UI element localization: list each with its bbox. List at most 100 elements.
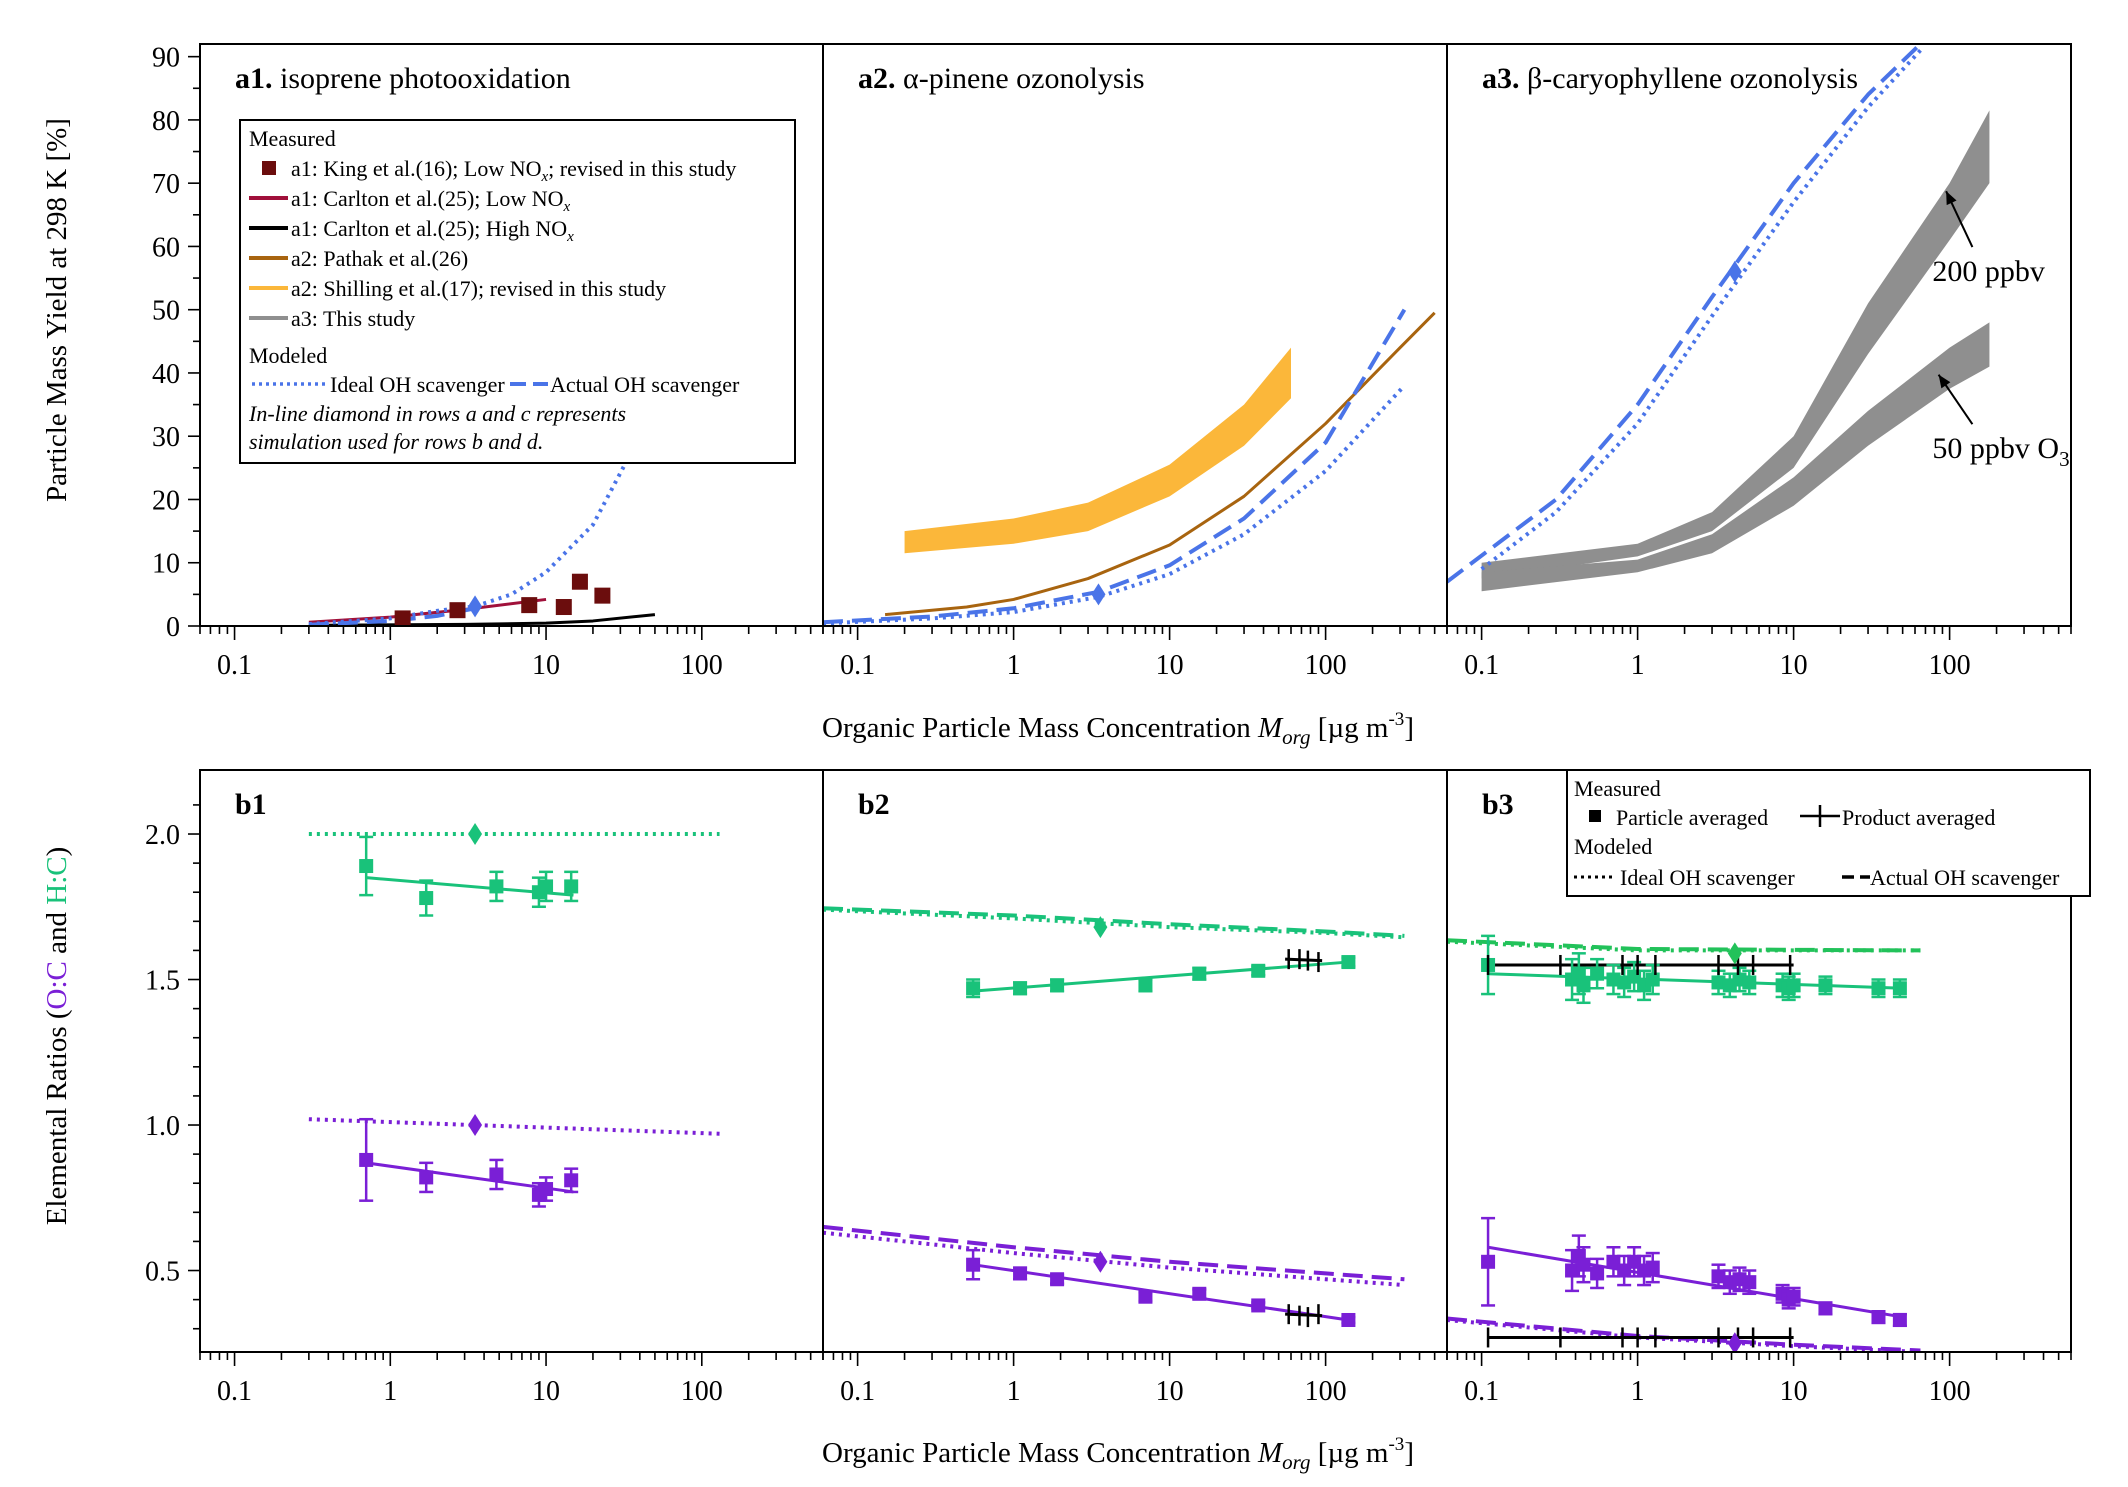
b3-error-point bbox=[1606, 963, 1621, 996]
a3-panel-title-bold: a3. bbox=[1482, 62, 1520, 95]
b3-x-tick-label: 10 bbox=[1780, 1376, 1808, 1407]
top-x-axis-label: Organic Particle Mass Concentration Morg… bbox=[822, 709, 1414, 749]
b3-x-ticks bbox=[1446, 1352, 2072, 1366]
b2-error-point bbox=[1138, 978, 1153, 993]
legend-a1-entry: a2: Shilling et al.(17); revised in this… bbox=[249, 276, 666, 301]
b3-series-line-4 bbox=[1488, 972, 1903, 990]
a1-panel-title: a1. isoprene photooxidation bbox=[235, 62, 571, 95]
a1-point bbox=[449, 602, 466, 619]
legend-a1-entry: a1: Carlton et al.(25); High NOx bbox=[249, 216, 574, 245]
b2-error-point bbox=[1013, 1266, 1028, 1281]
a1-diamond bbox=[468, 595, 483, 618]
a2-x-tick-label: 100 bbox=[1305, 650, 1347, 681]
bottom-y-axis-label: Elemental Ratios (O:C and H:C) bbox=[41, 847, 73, 1226]
b3-series-line-5 bbox=[1487, 1245, 1903, 1319]
legend-b3-frame bbox=[1566, 769, 2091, 897]
a1-x-tick-label: 1 bbox=[383, 650, 397, 681]
b2-error-point bbox=[1341, 1312, 1356, 1327]
a1-point bbox=[555, 599, 572, 616]
a3-x-tick-label: 10 bbox=[1780, 650, 1808, 681]
x-label-part: Organic Particle Mass Concentration bbox=[822, 712, 1258, 744]
a3-x-tick-label: 1 bbox=[1631, 650, 1645, 681]
b3-error-point bbox=[1818, 975, 1833, 996]
legend-a1-entry: a3: This study bbox=[249, 306, 415, 331]
legend-a1-entry-label: a2: Shilling et al.(17); revised in this… bbox=[291, 276, 666, 301]
x-label-part: Organic Particle Mass Concentration bbox=[822, 1437, 1258, 1469]
b1-error-point bbox=[419, 879, 434, 917]
a3-x-ticks bbox=[1446, 626, 2072, 640]
panel-a3: 0.1 1 10 100 a3. β-caryophyllene ozonolysis 2… bbox=[1446, 43, 2072, 681]
x-label-m: M bbox=[1257, 1437, 1284, 1469]
b2-error-point bbox=[1050, 1272, 1065, 1287]
b3-error-point bbox=[1606, 1245, 1621, 1278]
legend-a1-actual-label: Actual OH scavenger bbox=[550, 372, 740, 397]
a2-series-line-1 bbox=[823, 384, 1406, 626]
b2-panel-title: b2 bbox=[858, 788, 890, 821]
legend-b3-modeled-header: Modeled bbox=[1574, 834, 1652, 859]
bottom-y-label-oc: O:C bbox=[41, 961, 73, 1009]
a3-x-tick-label: 0.1 bbox=[1464, 650, 1499, 681]
x-label-sup: -3 bbox=[1388, 709, 1404, 730]
b3-error-point bbox=[1742, 1269, 1757, 1296]
legend-a1-entry-label: a1: King et al.(16); Low NOx; revised in… bbox=[291, 156, 736, 185]
legend-a1-note-line: simulation used for rows b and d. bbox=[249, 429, 543, 454]
legend-b3-product-label: Product averaged bbox=[1842, 805, 1995, 830]
a1-y-tick-label: 0 bbox=[166, 612, 180, 643]
legend-a1-entry: a2: Pathak et al.(26) bbox=[249, 246, 468, 271]
b1-diamond bbox=[468, 1114, 483, 1137]
a3-x-tick-label: 100 bbox=[1929, 650, 1971, 681]
legend-a1-ideal-label: Ideal OH scavenger bbox=[330, 372, 505, 397]
b2-series-line-7 bbox=[1285, 1312, 1323, 1318]
legend-a1-entry-label: a3: This study bbox=[291, 306, 415, 331]
x-label-part: [µg m bbox=[1311, 712, 1389, 744]
legend-a1: Measured a1: King et al.(16); Low NOx; r… bbox=[239, 119, 796, 464]
b3-error-point bbox=[1742, 969, 1757, 996]
bottom-x-axis-label: Organic Particle Mass Concentration Morg… bbox=[822, 1434, 1414, 1474]
b2-panel-title-bold: b2 bbox=[858, 788, 890, 821]
a1-y-tick-label: 20 bbox=[152, 485, 180, 516]
a1-point bbox=[394, 610, 411, 626]
b2-series-line-1 bbox=[823, 906, 1405, 938]
b2-error-point bbox=[1251, 1298, 1266, 1313]
bottom-y-label-part: Elemental Ratios ( bbox=[41, 1009, 73, 1225]
a2-x-tick-label: 10 bbox=[1156, 650, 1184, 681]
b3-x-tick-label: 100 bbox=[1929, 1376, 1971, 1407]
b2-error-point bbox=[966, 1248, 981, 1281]
b3-diamond bbox=[1727, 942, 1742, 965]
a1-y-tick-label: 80 bbox=[152, 106, 180, 137]
a1-series-line-1 bbox=[308, 613, 656, 626]
b3-error-point bbox=[1892, 1312, 1907, 1328]
panel-a2-plot-area bbox=[823, 308, 1436, 626]
b2-x-tick-label: 1 bbox=[1007, 1376, 1021, 1407]
bottom-y-label-part: and bbox=[41, 905, 73, 961]
a1-y-tick-label: 90 bbox=[152, 43, 180, 74]
a2-band-0 bbox=[904, 347, 1291, 554]
a1-x-ticks bbox=[199, 626, 824, 640]
legend-b3-particle-swatch bbox=[1589, 810, 1601, 822]
b2-diamond bbox=[1093, 916, 1108, 939]
panel-b2-plot-area bbox=[823, 906, 1405, 1328]
panel-a3-plot-area bbox=[1447, 44, 1990, 592]
b3-error-point bbox=[1786, 1286, 1801, 1307]
a1-point bbox=[521, 597, 538, 614]
a3-annotation-label: 200 ppbv bbox=[1932, 255, 2045, 288]
b3-error-point bbox=[1871, 1310, 1886, 1325]
a2-panel-title-bold: a2. bbox=[858, 62, 896, 95]
b1-x-tick-label: 100 bbox=[681, 1376, 723, 1407]
b2-error-point bbox=[1050, 978, 1065, 993]
x-label-sup: -3 bbox=[1388, 1434, 1404, 1455]
bottom-y-label-part: ) bbox=[41, 847, 73, 857]
panel-a1: 0.1 1 10 100 0 10 20 30 40 50 60 70 80 90 a1. isoprene… bbox=[152, 43, 824, 681]
b1-x-tick-label: 0.1 bbox=[217, 1376, 252, 1407]
b2-series-line-5 bbox=[972, 1263, 1349, 1322]
b3-error-point bbox=[1576, 966, 1591, 1005]
bottom-y-label-hc: H:C bbox=[41, 856, 73, 904]
b2-error-point bbox=[966, 978, 981, 999]
b3-error-point bbox=[1590, 957, 1605, 990]
a3-annotation-label: 50 ppbv O3 bbox=[1932, 432, 2069, 471]
legend-a1-entry-swatch bbox=[262, 161, 276, 175]
a2-x-tick-label: 0.1 bbox=[840, 650, 875, 681]
legend-a1-frame bbox=[239, 119, 796, 464]
b1-y-tick-label: 1.5 bbox=[145, 966, 180, 997]
legend-b3: Measured Particle averaged Product avera… bbox=[1566, 769, 2091, 897]
